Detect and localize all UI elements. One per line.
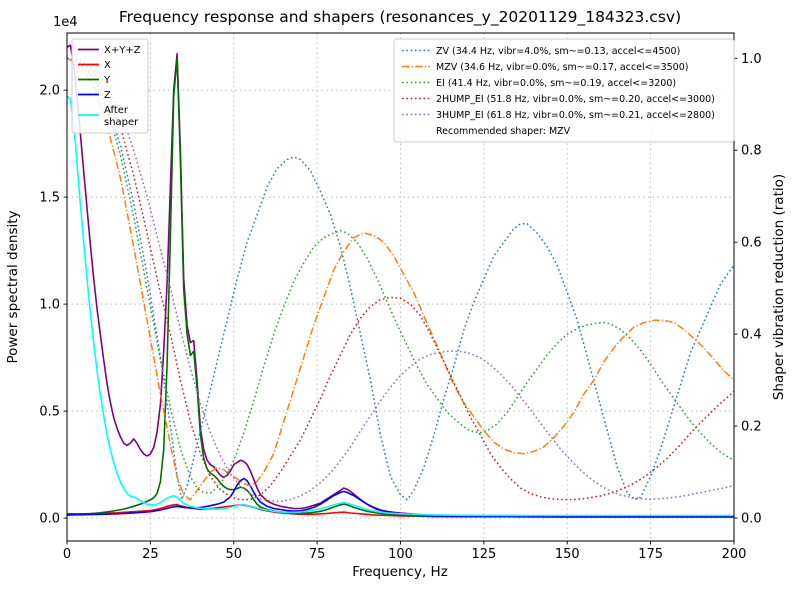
y-left-tick-label: 1.5 — [39, 191, 60, 206]
x-tick-label: 75 — [309, 547, 326, 562]
legend-shapers-box — [393, 38, 735, 143]
legend-item-After shaper: Aftershaper — [78, 105, 139, 128]
y-right-tick-label: 0.0 — [741, 512, 762, 527]
legend-label-2HUMP_EI: 2HUMP_EI (51.8 Hz, vibr=0.0%, sm~=0.20, … — [436, 94, 715, 105]
legend-label-After shaper: shaper — [104, 117, 139, 128]
y-right-tick-label: 0.4 — [741, 328, 762, 343]
legend-label-Z: Z — [104, 90, 111, 101]
x-tick-label: 125 — [471, 547, 496, 562]
legend-item-Y: Y — [78, 75, 111, 86]
legend-item-EI: EI (41.4 Hz, vibr=0.0%, sm~=0.19, accel<… — [402, 78, 676, 89]
legend-label-X+Y+Z: X+Y+Z — [104, 45, 141, 56]
shaper-line-EI — [66, 57, 735, 494]
legend-label-MZV: MZV (34.6 Hz, vibr=0.0%, sm~=0.17, accel… — [436, 62, 688, 73]
legend-item-Z: Z — [78, 90, 111, 101]
y-left-tick-label: 0.5 — [39, 405, 60, 420]
legend-item-X+Y+Z: X+Y+Z — [78, 45, 141, 56]
x-tick-label: 0 — [63, 547, 71, 562]
series-line-After shaper — [66, 95, 734, 517]
y-left-tick-label: 2.0 — [39, 84, 60, 99]
legend-shapers: ZV (34.4 Hz, vibr=4.0%, sm~=0.13, accel<… — [393, 38, 735, 143]
legend-item-2HUMP_EI: 2HUMP_EI (51.8 Hz, vibr=0.0%, sm~=0.20, … — [402, 94, 715, 105]
y-left-tick-label: 1.0 — [39, 298, 60, 313]
plot-frame — [66, 32, 735, 542]
y-axis-label-left: Power spectral density — [5, 210, 21, 363]
legend-psd-box — [71, 38, 149, 134]
x-axis-label: Frequency, Hz — [352, 564, 448, 580]
legend-label-X: X — [104, 60, 111, 71]
series — [66, 44, 735, 518]
x-tick-label: 200 — [722, 547, 747, 562]
series-line-Y — [66, 57, 734, 518]
legend-item-MZV: MZV (34.6 Hz, vibr=0.0%, sm~=0.17, accel… — [402, 62, 688, 73]
x-tick-label: 150 — [555, 547, 580, 562]
shaper-line-3HUMP_EI — [66, 57, 735, 503]
y-right-tick-label: 0.6 — [741, 236, 762, 251]
legend-label-Y: Y — [103, 75, 111, 86]
shaper-line-ZV — [66, 57, 735, 501]
legend-label-After shaper: After — [104, 105, 129, 116]
y-left-tick-label: 0.0 — [39, 512, 60, 527]
y-axis-label-right: Shaper vibration reduction (ratio) — [771, 174, 787, 400]
legend-item-ZV: ZV (34.4 Hz, vibr=4.0%, sm~=0.13, accel<… — [402, 46, 680, 57]
y-right-tick-label: 1.0 — [741, 52, 762, 67]
legend-item-X: X — [78, 60, 111, 71]
x-tick-label: 25 — [142, 547, 159, 562]
x-tick-label: 175 — [638, 547, 663, 562]
legend-label-ZV: ZV (34.4 Hz, vibr=4.0%, sm~=0.13, accel<… — [436, 46, 680, 57]
x-tick-label: 50 — [225, 547, 242, 562]
chart-title: Frequency response and shapers (resonanc… — [119, 8, 681, 27]
legend-label-3HUMP_EI: 3HUMP_EI (61.8 Hz, vibr=0.0%, sm~=0.21, … — [436, 110, 715, 121]
y-right-tick-label: 0.8 — [741, 144, 762, 159]
shaper-line-MZV — [66, 57, 735, 501]
legend-item-3HUMP_EI: 3HUMP_EI (61.8 Hz, vibr=0.0%, sm~=0.21, … — [402, 110, 715, 121]
recommended-shaper-label: Recommended shaper: MZV — [436, 126, 571, 137]
legend-label-EI: EI (41.4 Hz, vibr=0.0%, sm~=0.19, accel<… — [436, 78, 676, 89]
y-right-tick-label: 0.2 — [741, 420, 762, 435]
axis-offset-text: 1e4 — [53, 15, 78, 30]
x-tick-label: 100 — [388, 547, 413, 562]
shaper-line-2HUMP_EI — [66, 57, 735, 501]
series-line-Z — [66, 477, 734, 518]
axes: 0 25 50 75 100 125 150 175 200 0.0 0.5 1.0 1.5 2.0 0.0… — [39, 32, 762, 562]
